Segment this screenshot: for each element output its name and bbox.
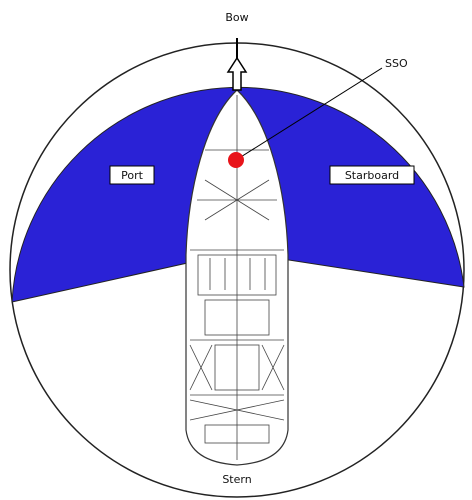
bow-label: Bow bbox=[225, 11, 248, 24]
deck-plan bbox=[189, 95, 285, 460]
port-label: Port bbox=[121, 169, 143, 182]
sso-leader bbox=[235, 67, 383, 161]
sso-position bbox=[228, 152, 244, 168]
stern-label: Stern bbox=[222, 473, 251, 486]
heading-arrow bbox=[226, 56, 248, 91]
starboard-label: Starboard bbox=[345, 169, 399, 182]
sso-label: SSO bbox=[385, 57, 408, 70]
port-box bbox=[109, 165, 155, 185]
starboard-box bbox=[329, 165, 415, 185]
